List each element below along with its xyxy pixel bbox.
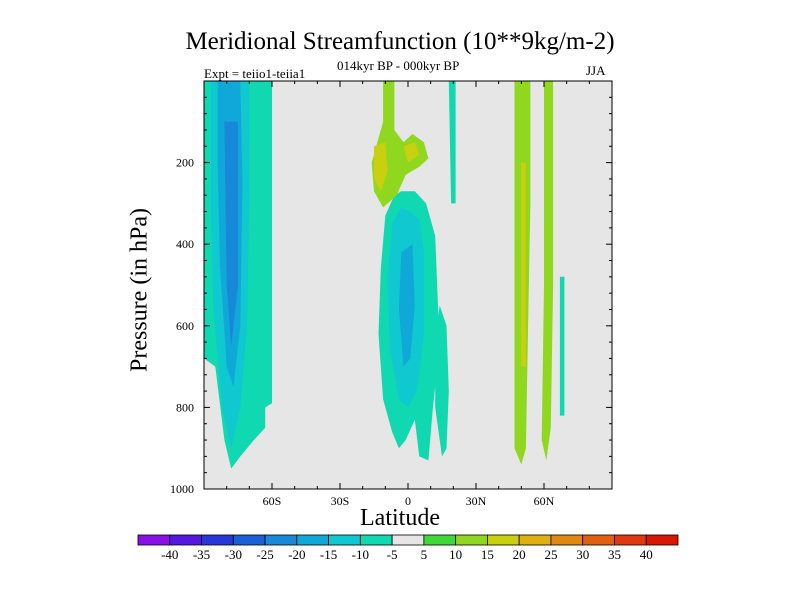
colorbar-label: -5	[387, 547, 398, 562]
colorbar-box	[232, 534, 266, 546]
x-tick-label: 30S	[331, 494, 350, 508]
colorbar-label: 20	[513, 547, 526, 562]
season-label: JJA	[586, 63, 606, 78]
x-tick-label: 60N	[534, 494, 555, 508]
colorbar-box	[518, 534, 552, 546]
y-tick-label: 200	[176, 156, 194, 170]
contour-region-upper-pos15	[374, 142, 388, 192]
colorbar-box	[582, 534, 615, 546]
colorbar-label: 30	[576, 547, 589, 562]
contour-region-eq-neg20	[398, 244, 415, 367]
experiment-label: Expt = teiio1-teiia1	[204, 66, 306, 81]
colorbar-box	[296, 534, 329, 546]
colorbar-box	[328, 534, 361, 546]
colorbar-box	[359, 534, 393, 546]
colorbar-label: 35	[608, 547, 621, 562]
colorbar-box	[455, 534, 488, 546]
colorbar-label: -10	[352, 547, 369, 562]
colorbar-label: 25	[544, 547, 557, 562]
colorbar-box	[201, 534, 234, 546]
contour-region-north-pos15	[521, 162, 526, 367]
colorbar-label: 15	[481, 547, 494, 562]
colorbar-box	[645, 534, 679, 546]
colorbar-box	[550, 534, 584, 546]
colorbar-box	[264, 534, 298, 546]
contour-region-north-pos10-b	[541, 81, 554, 461]
y-tick-label: 400	[176, 237, 194, 251]
colorbar-label: 10	[449, 547, 462, 562]
y-axis-label: Pressure (in hPa)	[126, 208, 153, 372]
contour-region-north-neg-sliver	[559, 276, 565, 416]
x-tick-label: 60S	[263, 494, 282, 508]
colorbar-box	[614, 534, 647, 546]
colorbar-label: -15	[320, 547, 337, 562]
y-tick-label: 800	[176, 400, 194, 414]
x-tick-label: 0	[405, 494, 411, 508]
chart-title: Meridional Streamfunction (10**9kg/m-2)	[185, 28, 615, 55]
contour-region-south-neg25	[224, 121, 238, 347]
colorbar-box	[137, 534, 171, 546]
colorbar-label: -40	[161, 547, 178, 562]
colorbar-label: -20	[288, 547, 305, 562]
contour-region-upper-pos15b	[403, 142, 420, 163]
colorbar-box	[169, 534, 202, 546]
contour-region-eq-east-neg10	[435, 305, 449, 457]
colorbar-label: -30	[225, 547, 242, 562]
colorbar-label: 5	[421, 547, 428, 562]
chart-subtitle: 014kyr BP - 000kyr BP	[337, 58, 460, 73]
colorbar-label: -25	[256, 547, 273, 562]
colorbar-label: 40	[640, 547, 653, 562]
y-tick-label: 1000	[170, 482, 194, 496]
contour-region-upper-neg-sliver	[448, 81, 456, 204]
y-tick-label: 600	[176, 319, 194, 333]
x-axis-label: Latitude	[360, 505, 440, 531]
colorbar-box	[391, 534, 425, 546]
colorbar-box	[487, 534, 520, 546]
colorbar-label: -35	[193, 547, 210, 562]
colorbar-box	[423, 534, 457, 546]
x-tick-label: 30N	[466, 494, 487, 508]
